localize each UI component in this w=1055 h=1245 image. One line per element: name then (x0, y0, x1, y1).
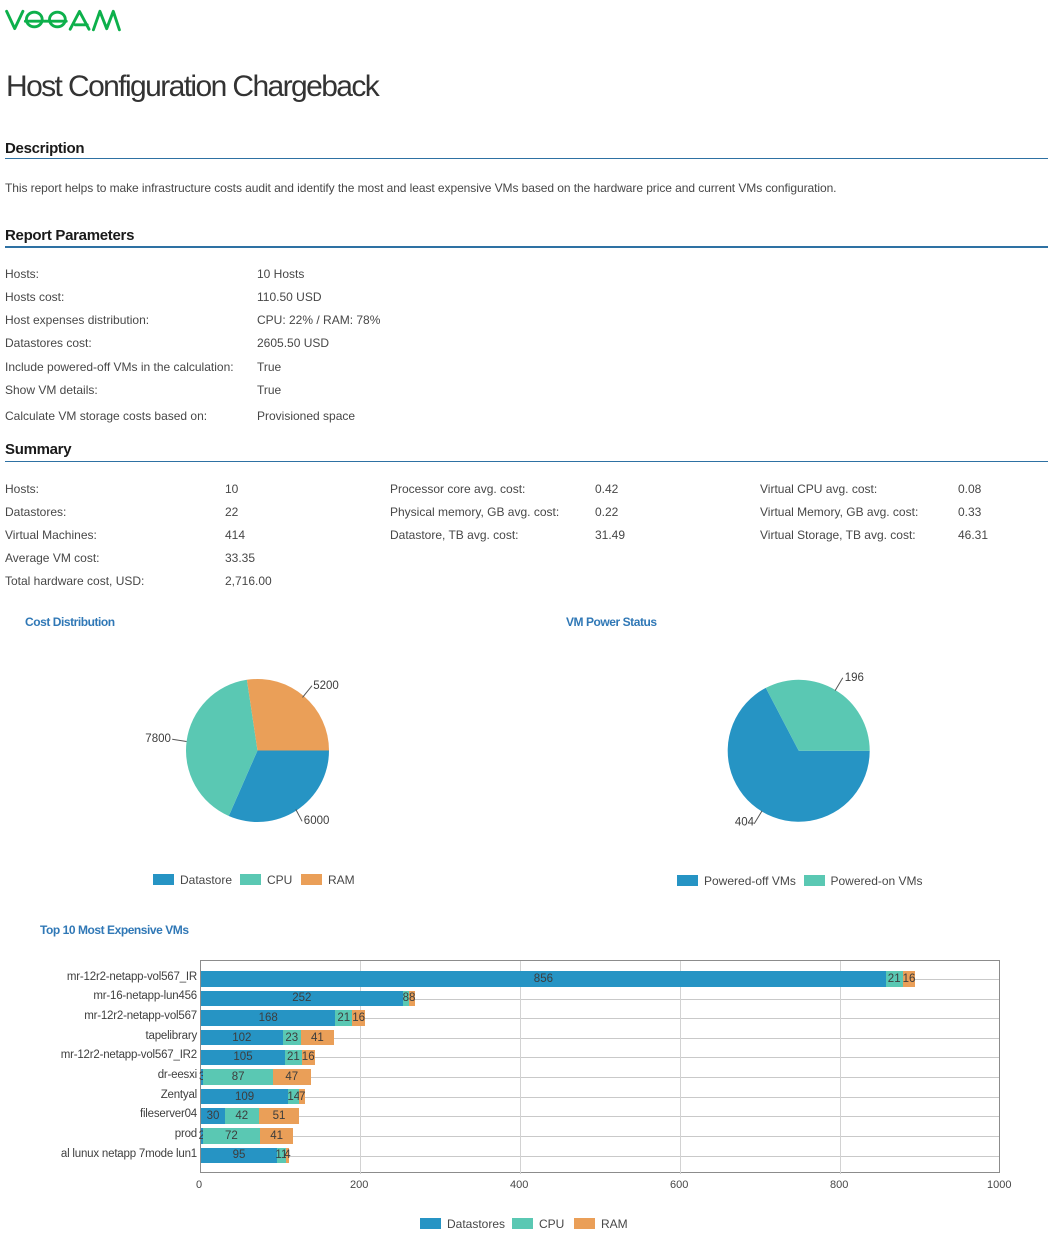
svg-text:196: 196 (845, 672, 864, 684)
svg-text:6000: 6000 (304, 815, 330, 827)
svg-text:5200: 5200 (313, 680, 339, 692)
svg-text:404: 404 (735, 817, 755, 829)
svg-text:7800: 7800 (145, 733, 171, 745)
